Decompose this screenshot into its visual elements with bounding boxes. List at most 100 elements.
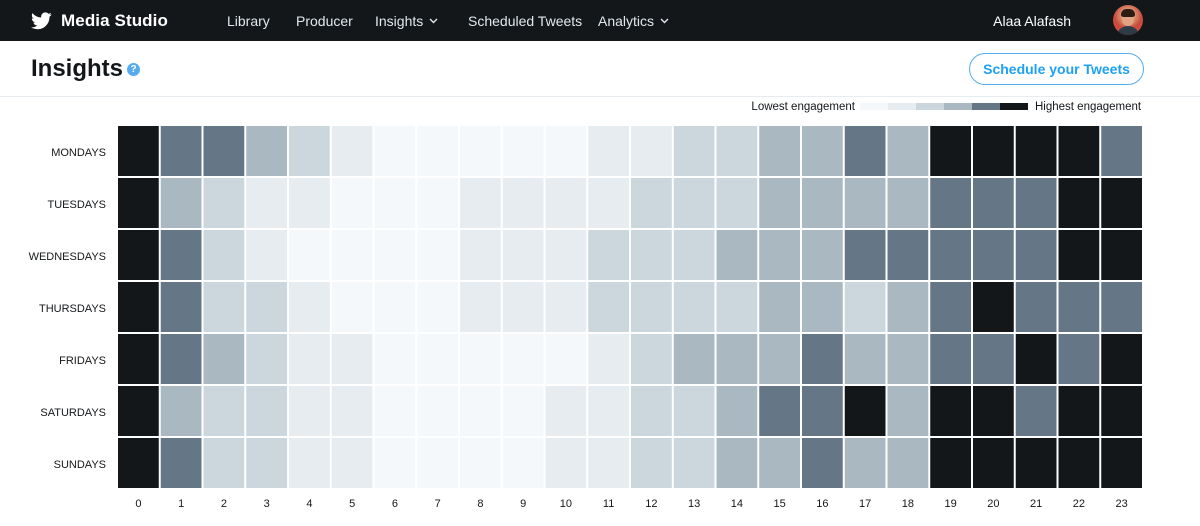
heatmap-cell[interactable]	[930, 282, 971, 332]
heatmap-cell[interactable]	[844, 282, 886, 332]
heatmap-cell[interactable]	[160, 126, 202, 176]
heatmap-cell[interactable]	[1015, 178, 1057, 228]
heatmap-cell[interactable]	[1015, 230, 1057, 280]
heatmap-cell[interactable]	[1101, 334, 1142, 384]
user-name[interactable]: Alaa Alafash	[993, 0, 1071, 41]
heatmap-cell[interactable]	[1058, 386, 1100, 436]
heatmap-cell[interactable]	[588, 438, 629, 488]
heatmap-cell[interactable]	[289, 386, 330, 436]
heatmap-cell[interactable]	[716, 334, 758, 384]
heatmap-cell[interactable]	[887, 178, 929, 228]
heatmap-cell[interactable]	[118, 438, 159, 488]
heatmap-cell[interactable]	[930, 334, 971, 384]
heatmap-cell[interactable]	[118, 386, 159, 436]
heatmap-cell[interactable]	[460, 230, 501, 280]
avatar[interactable]	[1113, 5, 1143, 35]
heatmap-cell[interactable]	[460, 178, 501, 228]
heatmap-cell[interactable]	[716, 282, 758, 332]
heatmap-cell[interactable]	[631, 282, 672, 332]
heatmap-cell[interactable]	[502, 230, 544, 280]
heatmap-cell[interactable]	[631, 178, 672, 228]
heatmap-cell[interactable]	[203, 230, 245, 280]
heatmap-cell[interactable]	[759, 438, 800, 488]
heatmap-cell[interactable]	[331, 282, 373, 332]
heatmap-cell[interactable]	[631, 230, 672, 280]
heatmap-cell[interactable]	[673, 438, 715, 488]
heatmap-cell[interactable]	[631, 386, 672, 436]
heatmap-cell[interactable]	[973, 230, 1014, 280]
heatmap-cell[interactable]	[673, 126, 715, 176]
heatmap-cell[interactable]	[631, 126, 672, 176]
heatmap-cell[interactable]	[1101, 282, 1142, 332]
heatmap-cell[interactable]	[588, 126, 629, 176]
heatmap-cell[interactable]	[160, 438, 202, 488]
heatmap-cell[interactable]	[502, 282, 544, 332]
heatmap-cell[interactable]	[802, 334, 843, 384]
heatmap-cell[interactable]	[1015, 438, 1057, 488]
heatmap-cell[interactable]	[203, 282, 245, 332]
heatmap-cell[interactable]	[716, 126, 758, 176]
heatmap-cell[interactable]	[844, 178, 886, 228]
heatmap-cell[interactable]	[331, 178, 373, 228]
heatmap-cell[interactable]	[588, 282, 629, 332]
heatmap-cell[interactable]	[759, 282, 800, 332]
heatmap-cell[interactable]	[802, 282, 843, 332]
nav-producer[interactable]: Producer	[296, 0, 353, 41]
heatmap-cell[interactable]	[759, 386, 800, 436]
heatmap-cell[interactable]	[1101, 178, 1142, 228]
heatmap-cell[interactable]	[246, 282, 287, 332]
heatmap-cell[interactable]	[417, 230, 458, 280]
heatmap-cell[interactable]	[331, 126, 373, 176]
heatmap-cell[interactable]	[759, 178, 800, 228]
heatmap-cell[interactable]	[160, 230, 202, 280]
heatmap-cell[interactable]	[673, 386, 715, 436]
heatmap-cell[interactable]	[203, 386, 245, 436]
heatmap-cell[interactable]	[417, 334, 458, 384]
heatmap-cell[interactable]	[502, 126, 544, 176]
heatmap-cell[interactable]	[973, 126, 1014, 176]
heatmap-cell[interactable]	[802, 386, 843, 436]
heatmap-cell[interactable]	[118, 126, 159, 176]
heatmap-cell[interactable]	[1101, 126, 1142, 176]
heatmap-cell[interactable]	[1015, 126, 1057, 176]
heatmap-cell[interactable]	[930, 438, 971, 488]
heatmap-cell[interactable]	[289, 230, 330, 280]
heatmap-cell[interactable]	[460, 438, 501, 488]
heatmap-cell[interactable]	[331, 230, 373, 280]
heatmap-cell[interactable]	[502, 178, 544, 228]
heatmap-cell[interactable]	[973, 282, 1014, 332]
heatmap-cell[interactable]	[545, 282, 587, 332]
heatmap-cell[interactable]	[545, 386, 587, 436]
heatmap-cell[interactable]	[374, 126, 416, 176]
heatmap-cell[interactable]	[973, 386, 1014, 436]
heatmap-cell[interactable]	[545, 334, 587, 384]
heatmap-cell[interactable]	[545, 178, 587, 228]
heatmap-cell[interactable]	[1101, 386, 1142, 436]
heatmap-cell[interactable]	[716, 178, 758, 228]
heatmap-cell[interactable]	[631, 438, 672, 488]
heatmap-cell[interactable]	[374, 438, 416, 488]
nav-scheduled-tweets[interactable]: Scheduled Tweets	[468, 0, 582, 41]
heatmap-cell[interactable]	[930, 230, 971, 280]
heatmap-cell[interactable]	[502, 438, 544, 488]
heatmap-cell[interactable]	[588, 386, 629, 436]
heatmap-cell[interactable]	[1058, 438, 1100, 488]
heatmap-cell[interactable]	[331, 386, 373, 436]
heatmap-cell[interactable]	[973, 334, 1014, 384]
heatmap-cell[interactable]	[246, 126, 287, 176]
heatmap-cell[interactable]	[1101, 438, 1142, 488]
heatmap-cell[interactable]	[417, 126, 458, 176]
help-icon[interactable]: ?	[127, 63, 140, 76]
heatmap-cell[interactable]	[802, 438, 843, 488]
heatmap-cell[interactable]	[417, 386, 458, 436]
heatmap-cell[interactable]	[545, 438, 587, 488]
heatmap-cell[interactable]	[1015, 282, 1057, 332]
heatmap-cell[interactable]	[673, 230, 715, 280]
nav-insights[interactable]: Insights	[375, 0, 438, 41]
heatmap-cell[interactable]	[930, 178, 971, 228]
heatmap-cell[interactable]	[844, 230, 886, 280]
heatmap-cell[interactable]	[160, 178, 202, 228]
heatmap-cell[interactable]	[118, 230, 159, 280]
heatmap-cell[interactable]	[118, 178, 159, 228]
heatmap-cell[interactable]	[716, 230, 758, 280]
